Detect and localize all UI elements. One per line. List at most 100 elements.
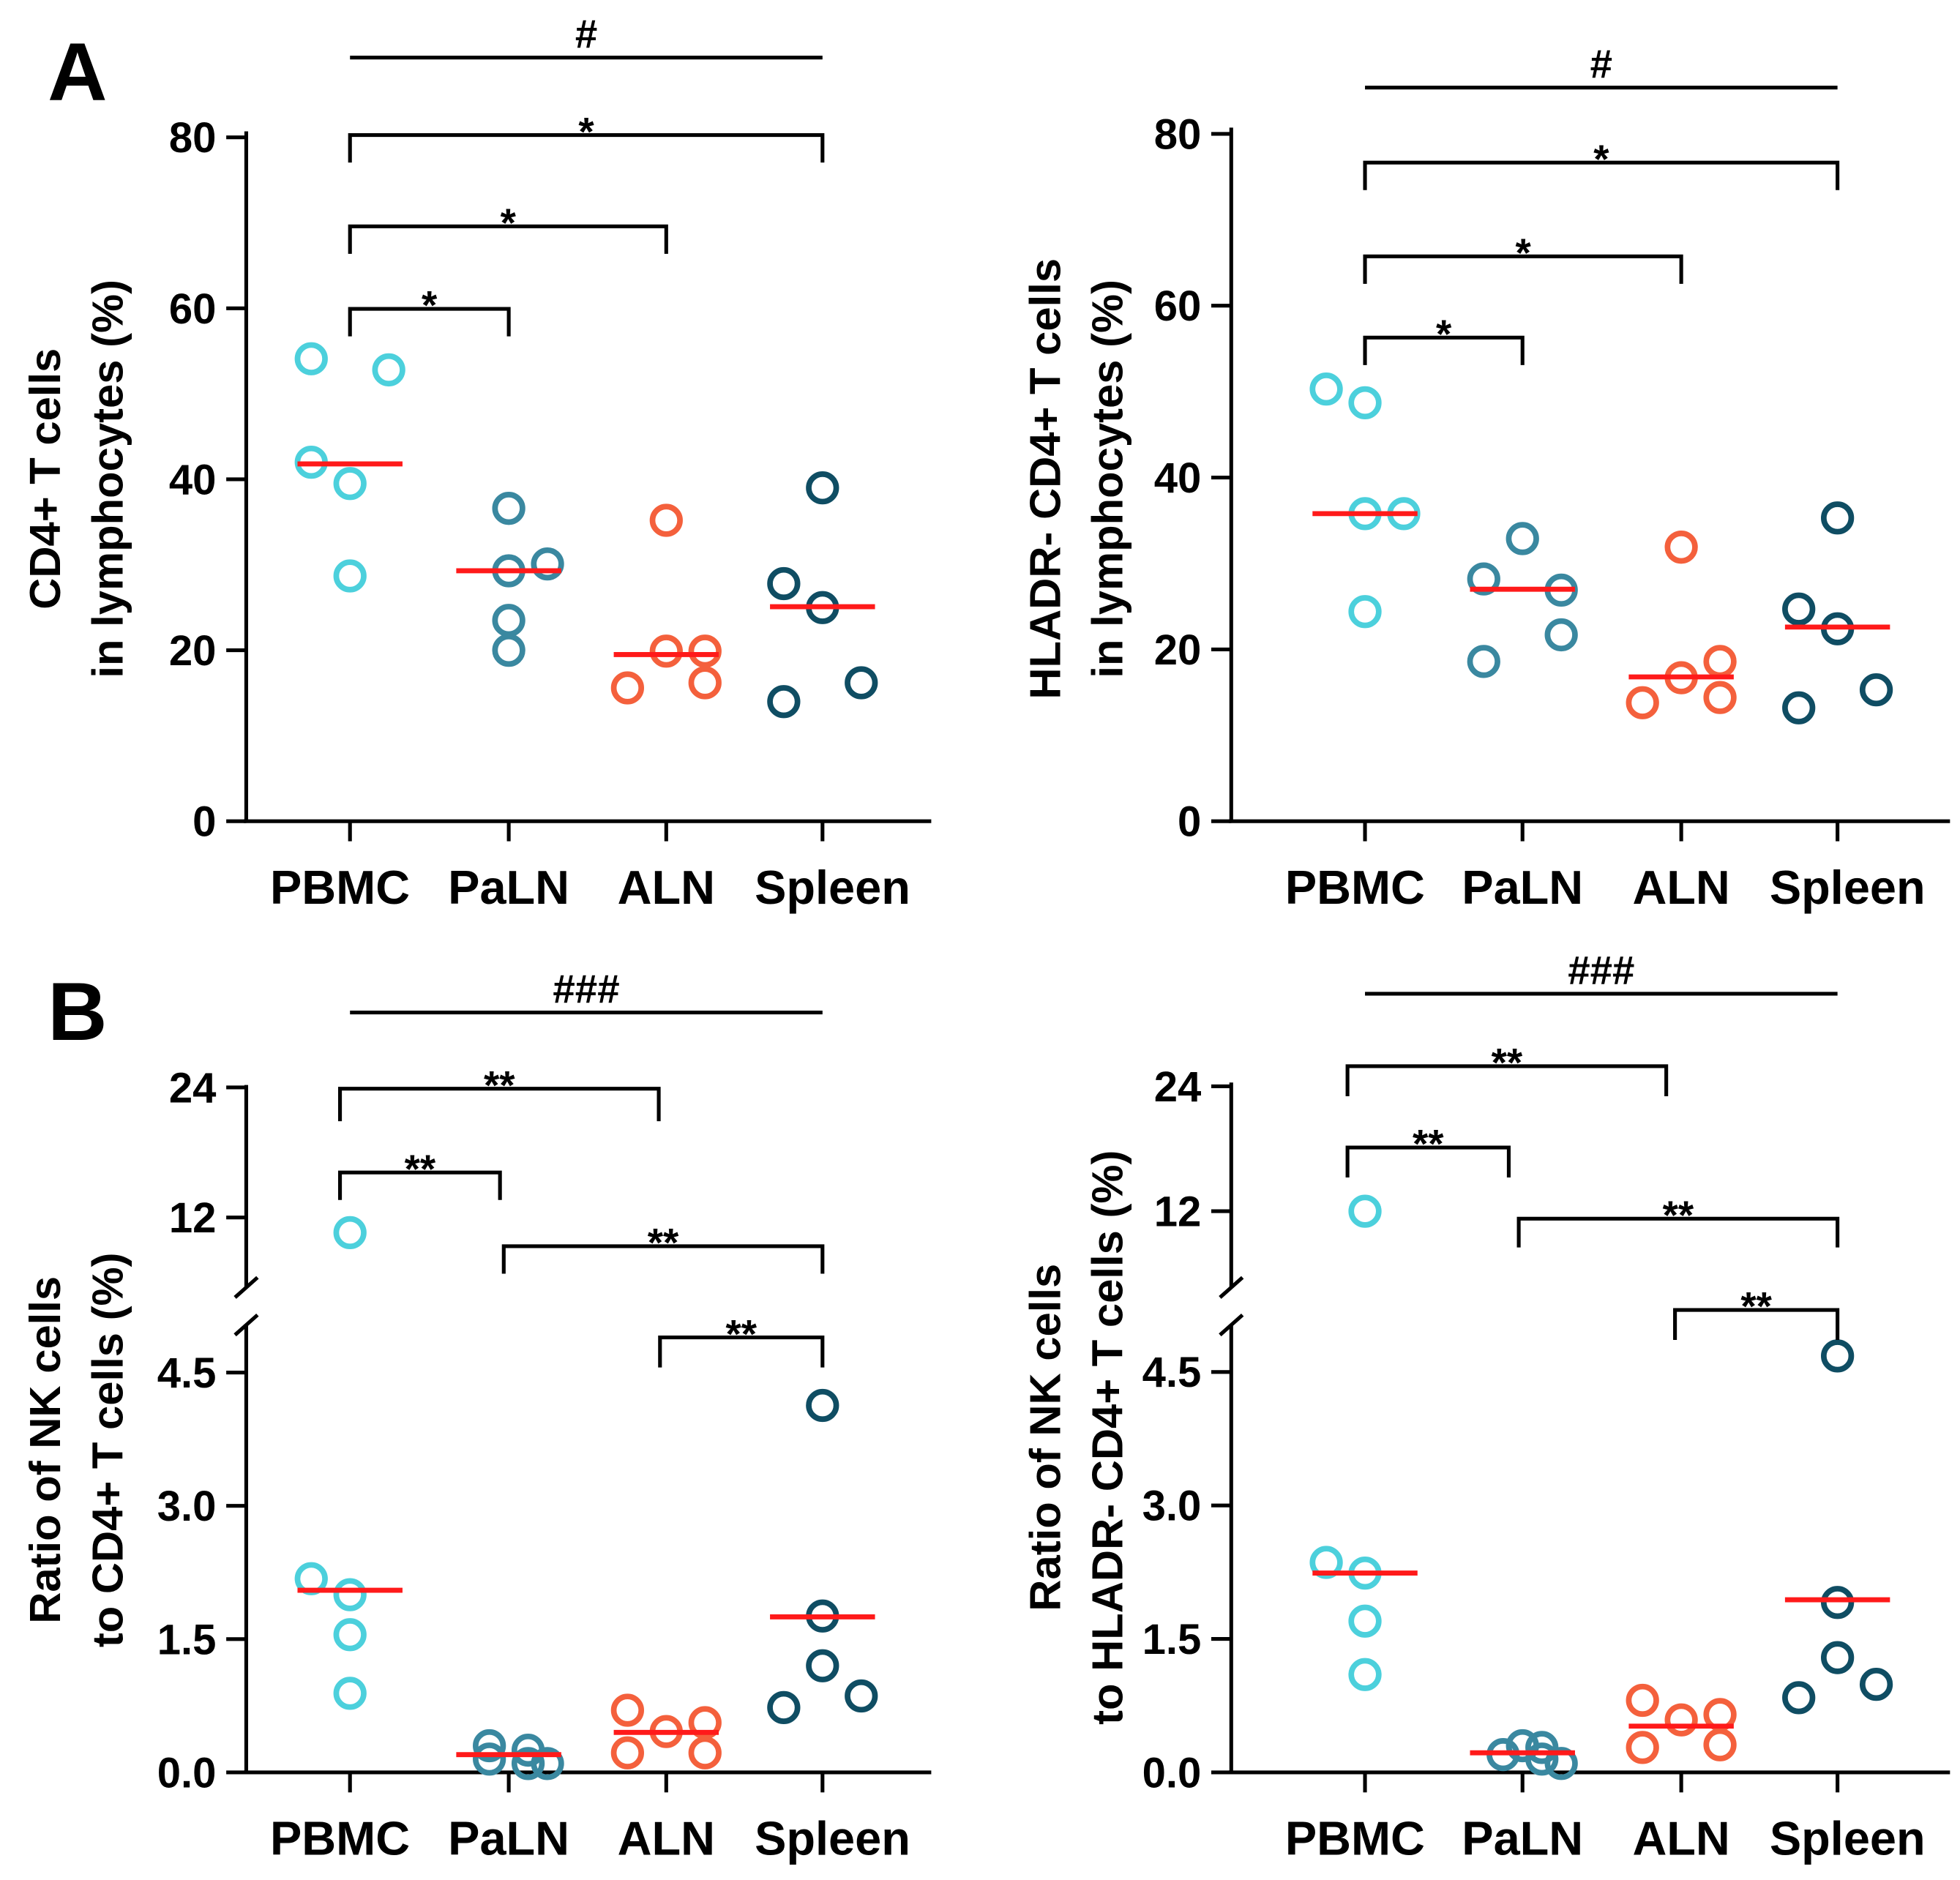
chart-3: B 0.0 1.5 3.0 4.5 12 24 PBMC PaLN ALN Spleen Ratio …: [20, 965, 932, 1865]
axis-break-mark: [1219, 1313, 1244, 1337]
x-tick-label: ALN: [1632, 861, 1729, 914]
data-point-aln: [1664, 1703, 1698, 1737]
y-axis-label: to CD4+ T cells (%): [83, 1252, 132, 1647]
y-tick-label: 20: [1154, 626, 1202, 674]
data-point-pbmc: [294, 342, 328, 375]
x-tick-label: ALN: [618, 861, 715, 914]
significance-label: *: [422, 283, 438, 328]
data-point-pbmc: [333, 1677, 367, 1710]
data-point-aln: [1626, 686, 1659, 719]
data-point-aln: [649, 503, 683, 537]
data-point-pbmc: [1348, 1604, 1382, 1638]
x-tick-label: ALN: [618, 1812, 715, 1865]
data-point-pbmc: [372, 353, 405, 387]
data-point-aln: [1626, 1731, 1659, 1764]
y-tick-label: 0.0: [1142, 1749, 1202, 1797]
data-point-paln: [531, 547, 564, 581]
data-point-pbmc: [333, 467, 367, 501]
data-point-aln: [688, 666, 722, 700]
y-tick-label: 24: [1154, 1063, 1202, 1111]
significance-bracket: [1363, 335, 1525, 365]
significance-bracket: [1345, 1064, 1669, 1096]
panel-label: A: [48, 26, 107, 118]
data-point-pbmc: [1309, 372, 1343, 406]
data-point-spleen: [806, 1649, 839, 1682]
data-point-paln: [1525, 1731, 1559, 1764]
data-point-pbmc: [1348, 1194, 1382, 1228]
significance-bracket: [1516, 1216, 1840, 1248]
significance-bracket: [1363, 160, 1840, 190]
significance-bracket: [501, 1244, 825, 1274]
axis-break-mark: [233, 1276, 259, 1299]
data-point-pbmc: [1309, 1546, 1343, 1579]
data-point-paln: [1467, 562, 1500, 596]
significance-bracket: [658, 1336, 825, 1368]
y-axis-label: in lymphocytes (%): [83, 280, 132, 678]
data-point-paln: [1467, 645, 1500, 678]
x-tick-label: Spleen: [1770, 1812, 1926, 1865]
axis-break-mark: [1219, 1276, 1244, 1299]
y-tick-label: 20: [169, 627, 217, 675]
x-tick-label: PaLN: [448, 1812, 569, 1865]
significance-label: **: [405, 1147, 436, 1191]
data-point-pbmc: [333, 1618, 367, 1652]
data-point-spleen: [1820, 501, 1855, 535]
x-tick-label: PaLN: [1462, 861, 1583, 914]
y-tick-label: 24: [169, 1064, 217, 1112]
data-point-spleen: [806, 471, 839, 505]
data-point-aln: [610, 1736, 644, 1769]
x-tick-label: PaLN: [448, 861, 569, 914]
data-point-pbmc: [1348, 386, 1382, 420]
data-point-paln: [473, 1742, 506, 1776]
y-tick-label: 60: [1154, 282, 1202, 330]
data-point-aln: [1703, 1728, 1737, 1761]
significance-label: *: [1515, 231, 1531, 275]
chart-1: A 0 20 40 60 80 PBMC PaLN ALN Spleen CD4+ T cells i…: [20, 12, 932, 914]
significance-label: **: [1663, 1193, 1694, 1237]
chart-2: 0 20 40 60 80 PBMC PaLN ALN Spleen HLADR- CD4+ T …: [1020, 42, 1950, 914]
x-tick-label: PBMC: [270, 861, 410, 914]
significance-label: **: [1740, 1284, 1772, 1329]
y-tick-label: 0: [1178, 798, 1201, 846]
x-tick-label: PBMC: [270, 1812, 410, 1865]
data-point-aln: [649, 634, 683, 668]
data-point-spleen: [1859, 1667, 1893, 1701]
data-point-paln: [511, 1747, 545, 1780]
significance-label: ###: [553, 967, 619, 1011]
data-point-paln: [473, 1729, 506, 1763]
data-point-aln: [1703, 645, 1737, 678]
y-tick-label: 12: [169, 1194, 217, 1242]
y-tick-label: 1.5: [157, 1616, 217, 1663]
significance-bracket: [1363, 254, 1683, 284]
significance-label: **: [1492, 1041, 1523, 1085]
significance-bracket: [348, 307, 511, 337]
y-tick-label: 40: [169, 456, 217, 503]
y-tick-label: 3.0: [157, 1483, 217, 1530]
significance-label: **: [484, 1063, 515, 1107]
y-tick-label: 1.5: [1142, 1616, 1202, 1663]
y-tick-label: 80: [1154, 111, 1202, 158]
significance-label: *: [1593, 137, 1609, 181]
significance-label: **: [648, 1221, 679, 1265]
data-point-paln: [1544, 618, 1578, 652]
y-tick-label: 80: [169, 114, 217, 162]
significance-bracket: [348, 133, 825, 163]
data-point-spleen: [806, 1388, 839, 1423]
x-tick-label: Spleen: [755, 861, 910, 914]
data-point-spleen: [767, 566, 801, 601]
significance-label: ###: [1568, 948, 1634, 992]
axis-break-mark: [233, 1313, 259, 1337]
y-tick-label: 0: [192, 798, 216, 846]
data-point-spleen: [1820, 1641, 1855, 1674]
chart-4: 0.0 1.5 3.0 4.5 12 24 PBMC PaLN ALN Spleen Ratio o…: [1020, 948, 1950, 1865]
data-point-aln: [688, 634, 722, 668]
data-point-spleen: [767, 685, 801, 719]
data-point-spleen: [845, 1679, 878, 1713]
y-tick-label: 40: [1154, 454, 1202, 502]
y-tick-label: 3.0: [1142, 1483, 1202, 1530]
y-axis-label: Ratio of NK cells: [1020, 1264, 1069, 1611]
significance-label: *: [501, 201, 517, 245]
x-tick-label: PBMC: [1285, 1812, 1425, 1865]
y-tick-label: 60: [169, 285, 217, 333]
data-point-aln: [1664, 531, 1698, 564]
